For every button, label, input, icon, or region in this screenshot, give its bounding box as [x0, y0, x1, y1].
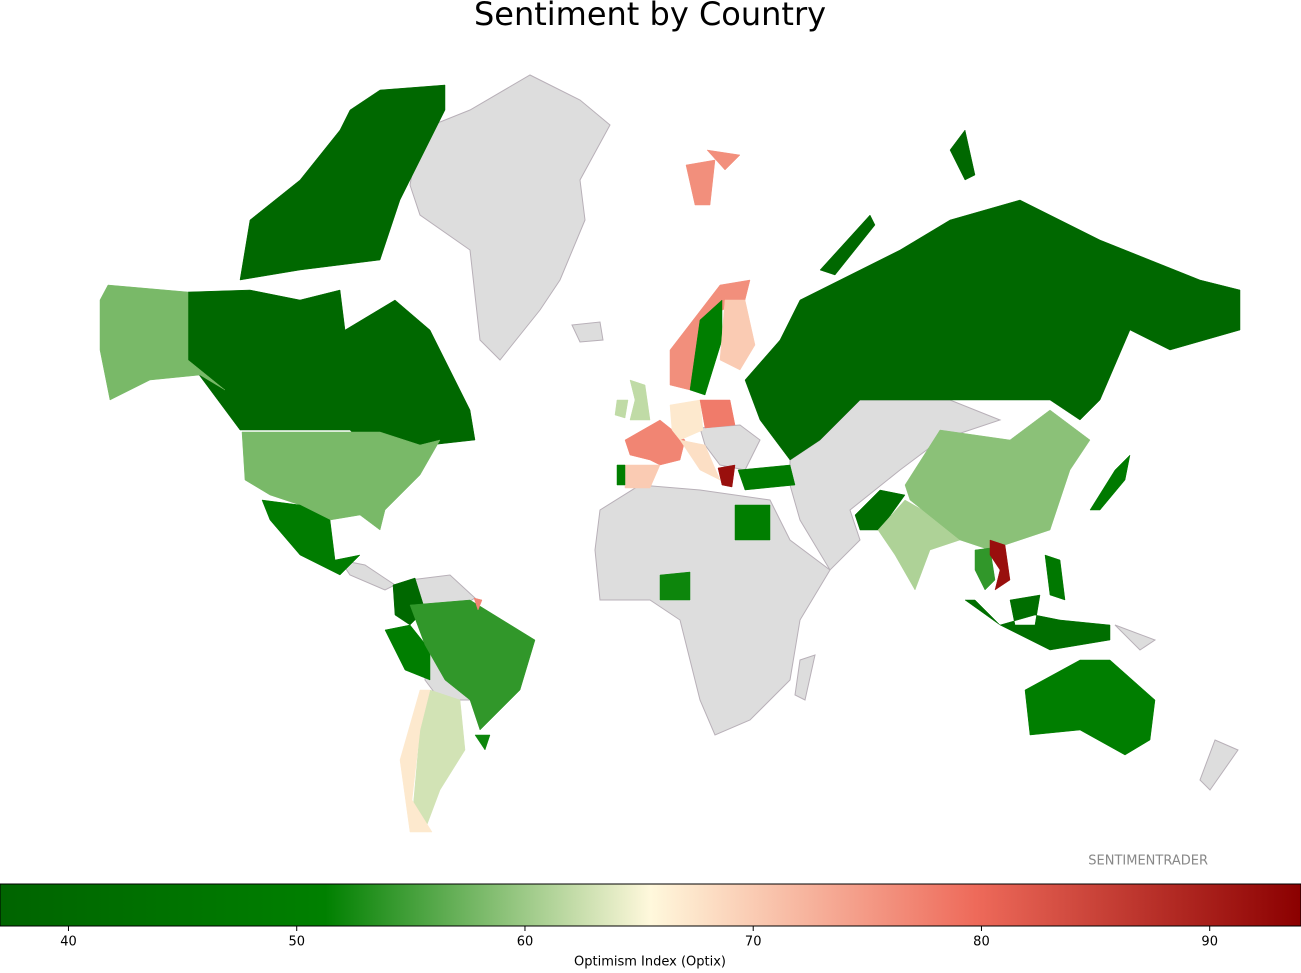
- country: [854, 489, 906, 531]
- country: [614, 399, 629, 419]
- country: [717, 464, 736, 488]
- country: [187, 84, 476, 466]
- country: [1044, 554, 1066, 601]
- country: [989, 539, 1011, 591]
- country: [474, 734, 491, 751]
- iceland: [571, 321, 604, 343]
- tick-label: 50: [288, 935, 305, 950]
- country: [399, 689, 433, 833]
- country: [719, 299, 756, 371]
- country: [624, 464, 661, 489]
- country: [974, 547, 996, 591]
- tick-label: 80: [973, 935, 990, 950]
- country: [737, 464, 796, 491]
- watermark: SENTIMENTRADER: [1088, 854, 1208, 869]
- no-data-regions: [338, 74, 1239, 791]
- country: [384, 624, 431, 681]
- africa: [594, 484, 831, 736]
- country: [1024, 659, 1156, 756]
- country: [669, 399, 704, 441]
- country: [473, 419, 686, 611]
- country: [411, 689, 466, 831]
- country: [629, 379, 651, 421]
- country: [659, 571, 691, 601]
- papua: [1114, 624, 1157, 651]
- country: [1089, 454, 1131, 511]
- country: [744, 129, 1241, 461]
- country: [679, 439, 721, 481]
- country: [699, 399, 736, 429]
- country: [734, 504, 771, 541]
- greenland: [409, 74, 611, 361]
- colorbar-label: Optimism Index (Optix): [574, 955, 726, 970]
- tick-label: 90: [1201, 935, 1218, 950]
- central-america: [338, 559, 396, 591]
- country: [616, 464, 626, 486]
- colorbar: [0, 883, 1301, 927]
- madagascar: [794, 654, 816, 701]
- country: [964, 594, 1111, 651]
- tick-label: 70: [745, 935, 762, 950]
- colorbar-ticks: 40 50 60 70 80 90: [60, 926, 1218, 950]
- chart-title: Sentiment by Country: [474, 0, 826, 33]
- tick-label: 60: [517, 935, 534, 950]
- regions: [99, 84, 1241, 833]
- tick-label: 40: [60, 935, 77, 950]
- country: [904, 409, 1091, 551]
- country: [99, 284, 441, 531]
- country: [409, 599, 536, 731]
- country: [669, 149, 751, 391]
- country: [689, 299, 723, 396]
- new-zealand: [1199, 739, 1239, 791]
- country: [261, 499, 361, 576]
